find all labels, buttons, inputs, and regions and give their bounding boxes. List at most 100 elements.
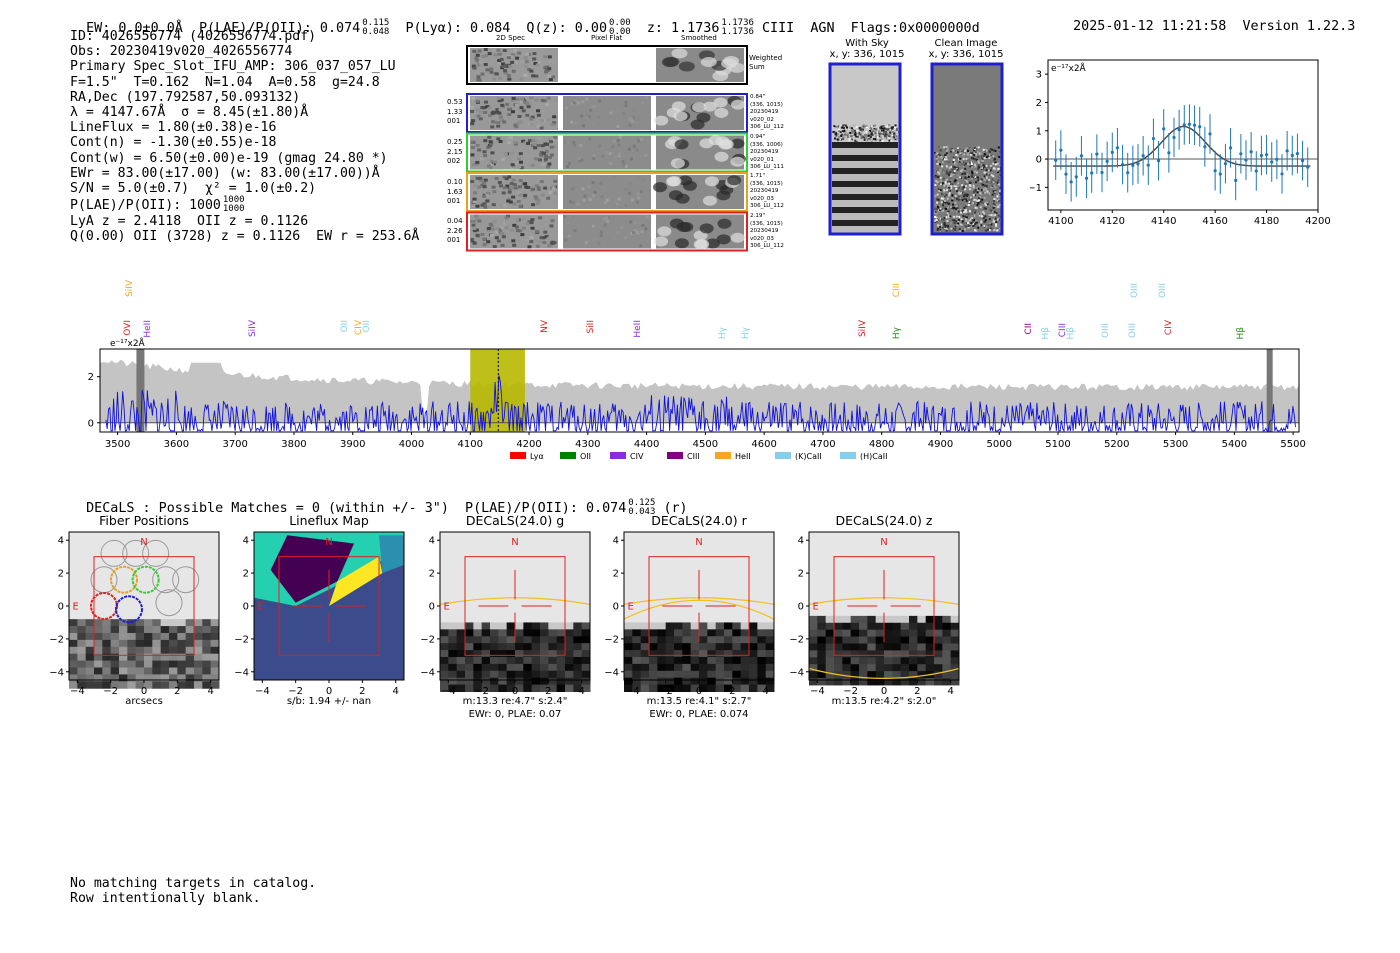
- decals-x-tick: 0: [881, 686, 887, 697]
- zoom-data-point: [1110, 150, 1114, 154]
- header-z-hi: 1.1736: [721, 18, 754, 28]
- decals-x-tick: −4: [441, 686, 456, 697]
- fiber-circle: [142, 539, 170, 567]
- legend-swatch: [510, 452, 526, 459]
- legend-label: CIV: [630, 452, 644, 461]
- clean-coords: x, y: 336, 1015: [928, 49, 1004, 60]
- decals-y-tick: 0: [429, 602, 435, 613]
- info-line: Primary Spec_Slot_IFU_AMP: 306_037_057_L…: [70, 59, 396, 75]
- decals-y-tick: 0: [613, 602, 619, 613]
- compass-n-label: N: [325, 537, 332, 548]
- decals-x-tick: −2: [288, 686, 303, 697]
- decals-x-tick: −4: [810, 686, 825, 697]
- search-box: [278, 556, 380, 656]
- compass-n-label: N: [880, 537, 887, 548]
- zoom-data-point: [1218, 172, 1222, 176]
- spectrum-x-tick: 5300: [1163, 439, 1188, 450]
- zoom-data-point: [1192, 123, 1197, 127]
- zoom-data-point: [1084, 176, 1089, 180]
- sky-coords: x, y: 336, 1015: [829, 49, 905, 60]
- decals-panel-xlabel: m:13.5 re:4.1" s:2.7": [646, 696, 752, 707]
- search-box: [648, 556, 750, 656]
- zoom-data-point: [1054, 158, 1058, 162]
- header-version: Version 1.22.3: [1242, 19, 1356, 34]
- zoom-data-point: [1100, 170, 1104, 175]
- zoom-data-point: [1131, 163, 1135, 167]
- info-plae2-label: P(LAE)/P(OII): 1000: [70, 198, 221, 214]
- info-lya-line: LyA z = 2.4118 OII z = 0.1126: [70, 214, 309, 230]
- info-q-line: Q(0.00) OII (3728) z = 0.1126 EW r = 253…: [70, 229, 420, 245]
- search-box: [464, 556, 566, 656]
- legend-label: HeII: [735, 452, 751, 461]
- footer-line2: Row intentionally blank.: [70, 891, 261, 907]
- zoom-plot: 4100 4120 4140 4160 4180 4200 3 2 1 0 −1 e⁻¹⁷x2Å: [1030, 59, 1330, 227]
- decals-y-tick: −4: [789, 667, 804, 678]
- info-line: Cont(n) = -1.30(±0.55)e-18: [70, 135, 277, 151]
- decals-x-tick: 2: [914, 686, 920, 697]
- info-line: Obs: 20230419v020_4026556774: [70, 44, 293, 60]
- decals-panel: N E 4 2 0 −2 −4 −4 −2 0 2 4: [420, 531, 591, 697]
- decals-summary-lo: 0.043: [628, 507, 656, 517]
- decals-x-tick: 4: [578, 686, 584, 697]
- spectrum-line-highlight: [470, 349, 525, 432]
- zoom-data-point: [1162, 127, 1166, 131]
- decals-y-tick: −2: [604, 634, 619, 645]
- decals-panel-xlabel: arcsecs: [125, 696, 163, 707]
- info-plae2-hi: 1000: [222, 195, 245, 206]
- stamp-row-left: 0.25 2.15 002: [447, 138, 463, 165]
- info-plae2: P(LAE)/P(OII): 1000 1000 1000: [70, 196, 419, 214]
- decals-y-tick: −2: [420, 634, 435, 645]
- spectrum-x-tick: 3500: [105, 439, 130, 450]
- decals-y-tick: 4: [58, 536, 64, 547]
- fiber-circle: [110, 565, 138, 594]
- decals-panel: N E 4 2 0 −2 −4 −4 −2 0 2 4: [234, 531, 405, 697]
- decals-x-tick: −4: [255, 686, 270, 697]
- decals-y-tick: 2: [243, 569, 249, 580]
- fiber-circle: [172, 566, 200, 594]
- decals-y-tick: −2: [789, 634, 804, 645]
- legend-swatch: [840, 452, 856, 459]
- decals-panel: N E 4 2 0 −2 −4 −4 −2 0 2 4: [789, 531, 960, 697]
- decals-panel: N E 4 2 0 −2 −4 −4 −2 0 2 4: [604, 531, 775, 697]
- decals-y-tick: 2: [613, 569, 619, 580]
- stamp-row-right: 1.71" (336, 1015) 20230419 v020_03 306_L…: [750, 173, 784, 210]
- header-plae-hi: 0.115: [362, 18, 390, 28]
- spectrum-x-tick: 5000: [987, 439, 1012, 450]
- stamp-header-smoothed: Smoothed: [681, 34, 717, 42]
- zoom-data-point: [1295, 151, 1300, 156]
- compass-n-label: N: [140, 537, 147, 548]
- decals-y-tick: 2: [429, 569, 435, 580]
- sky-title: With Sky: [845, 38, 889, 49]
- header-flags: Flags:0x0000000d: [850, 21, 980, 36]
- zoom-data-point: [1126, 171, 1130, 175]
- zoom-data-point: [1275, 157, 1279, 161]
- spectrum-x-tick: 4700: [810, 439, 835, 450]
- zoom-x-tick: 4100: [1048, 216, 1073, 227]
- zoom-data-point: [1167, 151, 1171, 155]
- spectrum-unit-label: e⁻¹⁷x2Å: [110, 337, 146, 349]
- stamp-header-2dspec: 2D Spec: [496, 34, 526, 42]
- zoom-data-point: [1156, 159, 1161, 163]
- decals-panel-title: DECaLS(24.0) r: [651, 513, 747, 528]
- zoom-data-point: [1280, 172, 1284, 176]
- decals-panels: Fiber Positions N E 4 2 0 −2 −4 −4 −2 0 2 4 arcsecs Li…: [40, 510, 980, 725]
- stamps-graphic: [466, 45, 748, 252]
- stamp-row-left: 0.10 1.63 001: [447, 178, 463, 205]
- info-line: F=1.5" T=0.162 N=1.04 A=0.58 g=24.8: [70, 74, 380, 90]
- header-qz-lo: 0.00: [609, 27, 631, 37]
- info-block: ID: 4026556774 (4026556774.pdf) Obs: 202…: [70, 29, 419, 245]
- header-right: 2025-01-12 11:21:58 Version 1.22.3: [1057, 4, 1355, 34]
- decals-y-tick: 0: [58, 602, 64, 613]
- spectral-line-label: OIII: [1130, 283, 1140, 299]
- decals-summary: DECaLS : Possible Matches = 0 (within +/…: [70, 484, 688, 517]
- zoom-y-tick: 2: [1036, 98, 1042, 109]
- decals-panel-xlabel: m:13.5 re:4.2" s:2.0": [831, 696, 937, 707]
- stamp-row-right: 2.19" (336, 1015) 20230419 v020_03 306_L…: [750, 213, 784, 250]
- decals-y-tick: −4: [49, 667, 64, 678]
- fiber-circle: [115, 595, 143, 624]
- decals-x-tick: −2: [103, 686, 118, 697]
- spectrum-x-tick: 5500: [1280, 439, 1305, 450]
- zoom-data-point: [1105, 159, 1109, 163]
- decals-x-tick: 4: [207, 686, 213, 697]
- zoom-data-point: [1285, 149, 1289, 153]
